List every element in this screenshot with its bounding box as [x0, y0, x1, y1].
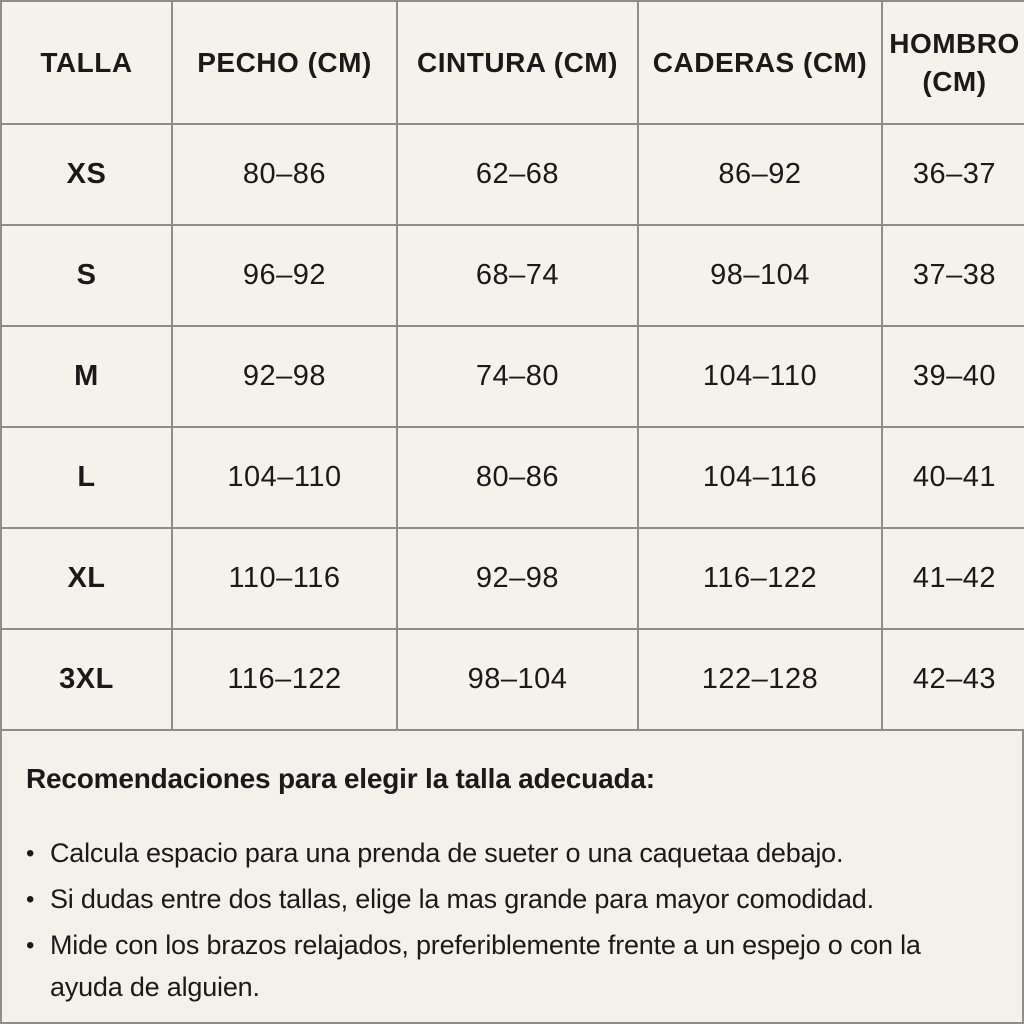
cintura-cell: 74–80: [396, 325, 639, 428]
pecho-cell: 80–86: [171, 123, 398, 226]
caderas-cell: 104–110: [637, 325, 883, 428]
size-label-cell: L: [2, 426, 173, 529]
hombro-cell: 42–43: [881, 628, 1024, 731]
table-row-s: S 96–92 68–74 98–104 37–38: [2, 224, 1024, 327]
list-item: • Mide con los brazos relajados, preferi…: [26, 925, 996, 1009]
recommendations-section: Recomendaciones para elegir la talla ade…: [2, 731, 1022, 1022]
caderas-cell: 116–122: [637, 527, 883, 630]
table-row-m: M 92–98 74–80 104–110 39–40: [2, 325, 1024, 428]
hombro-cell: 39–40: [881, 325, 1024, 428]
recommendations-list: • Calcula espacio para una prenda de sue…: [26, 833, 996, 1009]
caderas-cell: 104–116: [637, 426, 883, 529]
header-cell-cintura: CINTURA (CM): [396, 2, 639, 125]
table-row-3xl: 3XL 116–122 98–104 122–128 42–43: [2, 628, 1024, 731]
pecho-cell: 92–98: [171, 325, 398, 428]
size-label-cell: XL: [2, 527, 173, 630]
header-cell-caderas: CADERAS (CM): [637, 2, 883, 125]
hombro-cell: 40–41: [881, 426, 1024, 529]
bullet-icon: •: [26, 840, 35, 867]
bullet-icon: •: [26, 932, 35, 959]
list-item: • Si dudas entre dos tallas, elige la ma…: [26, 879, 996, 921]
cintura-cell: 68–74: [396, 224, 639, 327]
cintura-cell: 62–68: [396, 123, 639, 226]
header-cell-hombro: HOMBRO (CM): [881, 2, 1024, 125]
bullet-icon: •: [26, 886, 35, 913]
hombro-cell: 36–37: [881, 123, 1024, 226]
list-item: • Calcula espacio para una prenda de sue…: [26, 833, 996, 875]
pecho-cell: 116–122: [171, 628, 398, 731]
recommendation-text: Si dudas entre dos tallas, elige la mas …: [50, 884, 874, 914]
table-row-l: L 104–110 80–86 104–116 40–41: [2, 426, 1024, 529]
size-label-cell: S: [2, 224, 173, 327]
table-header-row: TALLA PECHO (CM) CINTURA (CM) CADERAS (C…: [2, 2, 1024, 125]
cintura-cell: 80–86: [396, 426, 639, 529]
table-row-xl: XL 110–116 92–98 116–122 41–42: [2, 527, 1024, 630]
recommendations-title: Recomendaciones para elegir la talla ade…: [26, 763, 655, 794]
hombro-cell: 37–38: [881, 224, 1024, 327]
recommendation-text: Mide con los brazos relajados, preferibl…: [50, 930, 921, 1002]
caderas-cell: 122–128: [637, 628, 883, 731]
table-row-xs: XS 80–86 62–68 86–92 36–37: [2, 123, 1024, 226]
size-chart-table: TALLA PECHO (CM) CINTURA (CM) CADERAS (C…: [2, 2, 1024, 731]
cintura-cell: 98–104: [396, 628, 639, 731]
pecho-cell: 110–116: [171, 527, 398, 630]
recommendation-text: Calcula espacio para una prenda de suete…: [50, 838, 844, 868]
header-cell-talla: TALLA: [2, 2, 173, 125]
pecho-cell: 104–110: [171, 426, 398, 529]
size-label-cell: XS: [2, 123, 173, 226]
cintura-cell: 92–98: [396, 527, 639, 630]
pecho-cell: 96–92: [171, 224, 398, 327]
size-label-cell: 3XL: [2, 628, 173, 731]
size-label-cell: M: [2, 325, 173, 428]
header-cell-pecho: PECHO (CM): [171, 2, 398, 125]
caderas-cell: 86–92: [637, 123, 883, 226]
caderas-cell: 98–104: [637, 224, 883, 327]
hombro-cell: 41–42: [881, 527, 1024, 630]
